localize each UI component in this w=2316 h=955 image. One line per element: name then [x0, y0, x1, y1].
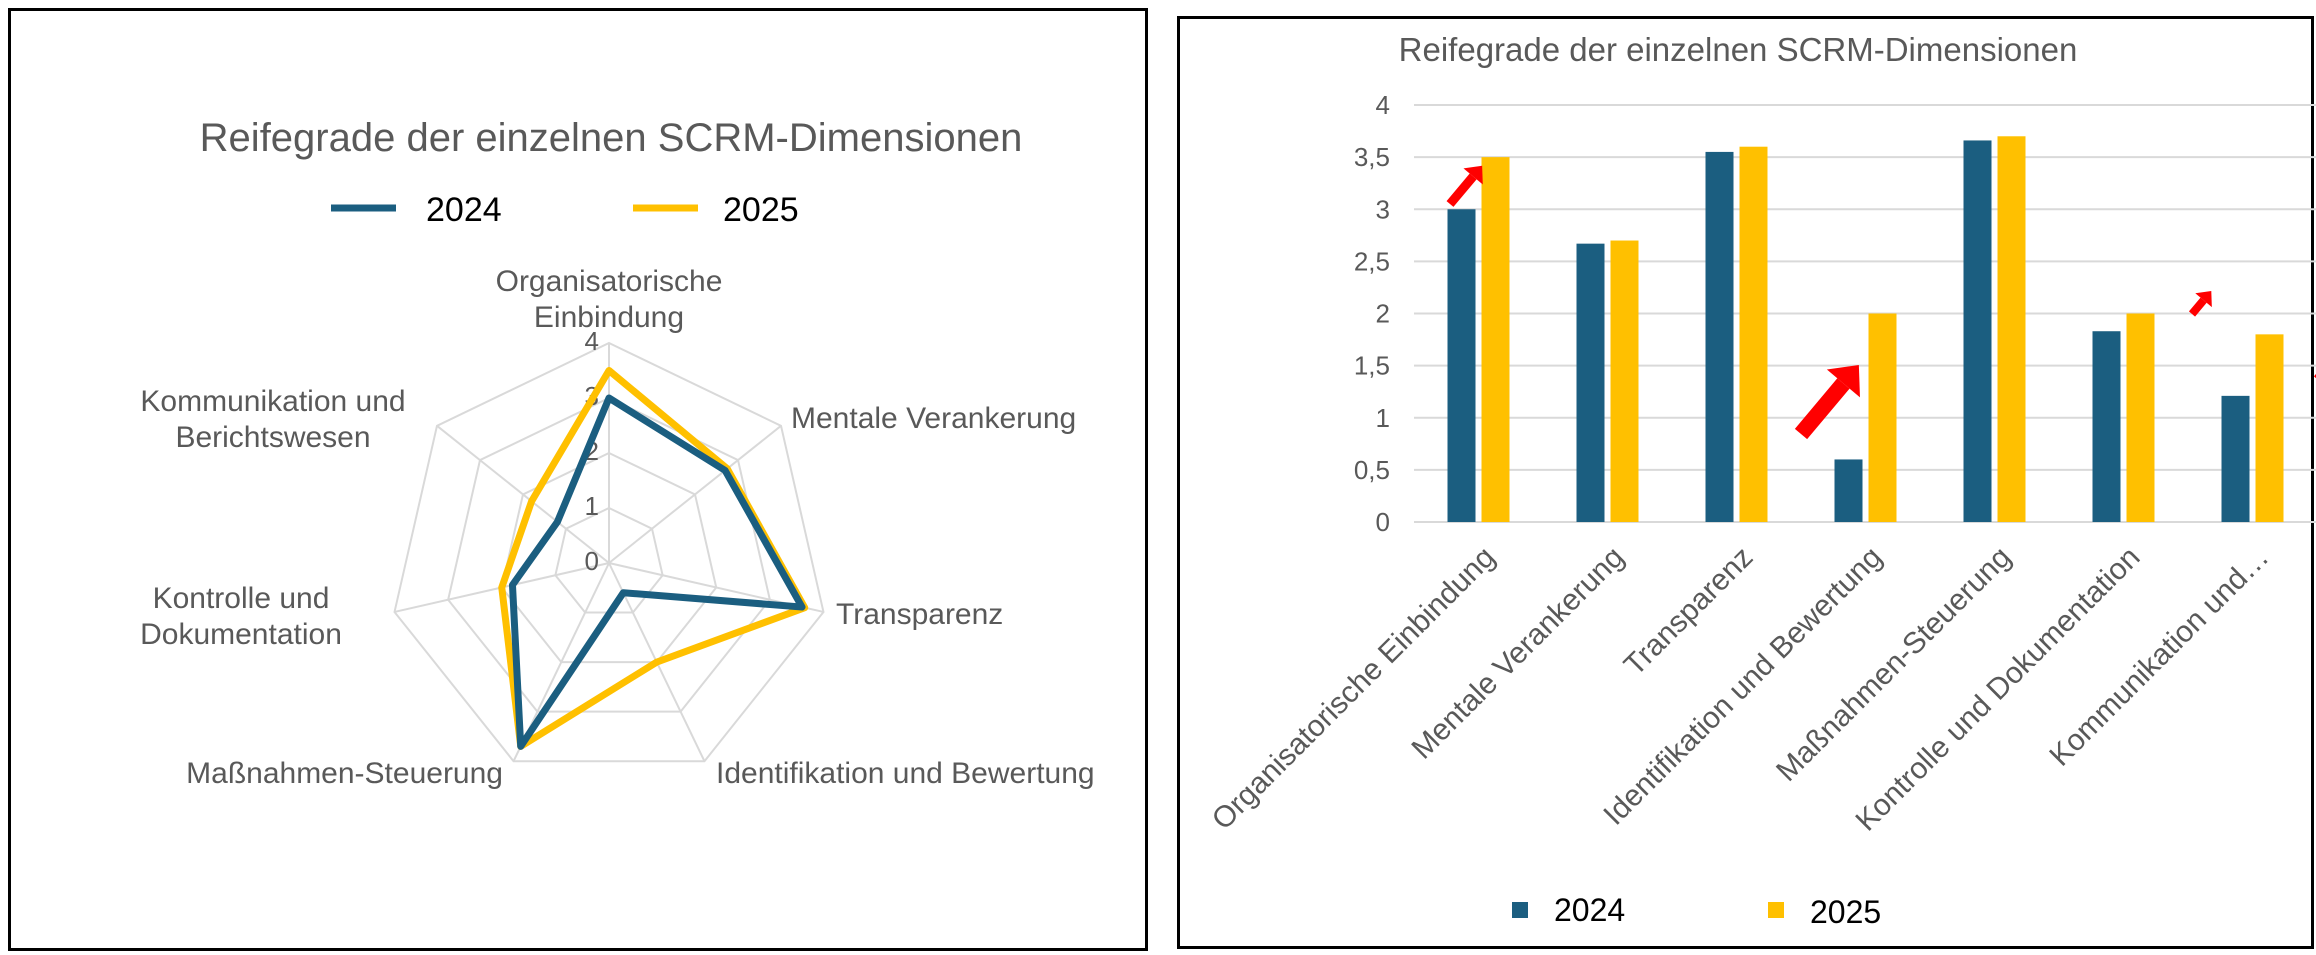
radar-tick-label: 0 — [585, 546, 599, 576]
radar-grid-ring — [393, 341, 825, 763]
radar-series-2024 — [508, 394, 806, 750]
increase-arrow — [2188, 291, 2212, 317]
bar-y-tick-label: 2 — [1376, 299, 1390, 329]
bar-y-tick-label: 3 — [1376, 194, 1390, 224]
radar-category-labels: Organisatorische Einbindung Mentale Verank… — [140, 265, 1094, 790]
bar-y-tick-label: 0 — [1376, 507, 1390, 537]
bar-category-label: Kontrolle und Dokumentation — [1850, 541, 2147, 838]
bar-y-tick-labels: 0 0,5 1 1,5 2 2,5 3 3,5 4 — [1354, 90, 1390, 537]
bar-chart: Reifegrade der einzelnen SCRM-Dimensione… — [1206, 31, 2316, 930]
bar-y-tick-label: 0,5 — [1354, 455, 1390, 485]
bar-series — [1447, 136, 2284, 522]
bar-2024-3 — [1705, 151, 1734, 522]
bar-2025-1 — [1481, 157, 1510, 522]
radar-spoke — [608, 425, 782, 564]
increase-arrow — [2313, 355, 2316, 382]
radar-spoke — [436, 425, 610, 564]
bar-legend-label-2024: 2024 — [1554, 892, 1625, 928]
bar-2025-2 — [1610, 240, 1639, 522]
bar-category-label: Organisatorische Einbindung — [1206, 541, 1502, 837]
radar-grid — [393, 341, 825, 763]
radar-legend: 2024 2025 — [331, 191, 799, 229]
radar-category-label: Transparenz — [836, 598, 1003, 631]
bar-2024-4 — [1834, 459, 1863, 522]
radar-category-label: Organisatorische Einbindung — [496, 265, 723, 334]
bar-y-tick-label: 1 — [1376, 403, 1390, 433]
radar-tick-label: 1 — [585, 491, 599, 521]
radar-grid-ring — [447, 396, 771, 713]
bar-2025-6 — [2126, 313, 2155, 522]
bar-legend-label-2025: 2025 — [1810, 894, 1881, 930]
increase-arrow — [1446, 165, 1483, 207]
radar-category-label: Identifikation und Bewertung — [716, 757, 1095, 790]
radar-title: Reifegrade der einzelnen SCRM-Dimensione… — [200, 116, 1023, 160]
bar-2024-7 — [2221, 395, 2250, 522]
bar-2024-5 — [1963, 140, 1992, 522]
bar-2025-7 — [2255, 334, 2284, 522]
bar-2025-5 — [1997, 136, 2026, 522]
radar-legend-label-2024: 2024 — [426, 191, 502, 229]
bar-y-tick-label: 4 — [1376, 90, 1390, 120]
bar-gridlines — [1414, 104, 2316, 523]
radar-category-label: Maßnahmen-Steuerung — [186, 757, 503, 790]
radar-legend-label-2025: 2025 — [723, 191, 799, 229]
radar-grid-ring — [500, 451, 718, 664]
bar-category-label: Maßnahmen-Steuerung — [1770, 541, 2017, 788]
bar-category-label: Mentale Verankerung — [1405, 541, 1630, 766]
radar-chart: Reifegrade der einzelnen SCRM-Dimensione… — [140, 116, 1094, 790]
radar-series — [498, 367, 809, 750]
bar-title: Reifegrade der einzelnen SCRM-Dimensione… — [1399, 31, 2078, 68]
bar-2025-3 — [1739, 146, 1768, 522]
bar-2025-4 — [1868, 313, 1897, 522]
bar-category-label: Transparenz — [1618, 541, 1760, 683]
radar-category-label: Mentale Verankerung — [791, 402, 1076, 435]
bar-legend-swatch-2024 — [1512, 902, 1528, 918]
radar-tick-label: 4 — [585, 326, 599, 356]
bar-legend: 2024 2025 — [1512, 892, 1881, 930]
increase-arrows — [1446, 165, 2316, 440]
increase-arrow — [1794, 365, 1860, 440]
bar-2024-6 — [2092, 331, 2121, 522]
bar-2024-1 — [1447, 209, 1476, 522]
bar-y-tick-label: 1,5 — [1354, 351, 1390, 381]
radar-chart-panel: Reifegrade der einzelnen SCRM-Dimensione… — [8, 8, 1148, 951]
radar-category-label: Kontrolle und Dokumentation — [140, 582, 342, 651]
bar-chart-panel: Reifegrade der einzelnen SCRM-Dimensione… — [1177, 16, 2316, 949]
bar-category-label: Identifikation und Bewertung — [1597, 541, 1888, 832]
bar-2024-2 — [1576, 243, 1605, 522]
bar-category-label: Kommunikation und… — [2043, 541, 2275, 773]
radar-category-label: Kommunikation und Berichtswesen — [140, 385, 405, 454]
bar-y-tick-label: 2,5 — [1354, 246, 1390, 276]
bar-legend-swatch-2025 — [1768, 902, 1784, 918]
bar-y-tick-label: 3,5 — [1354, 142, 1390, 172]
